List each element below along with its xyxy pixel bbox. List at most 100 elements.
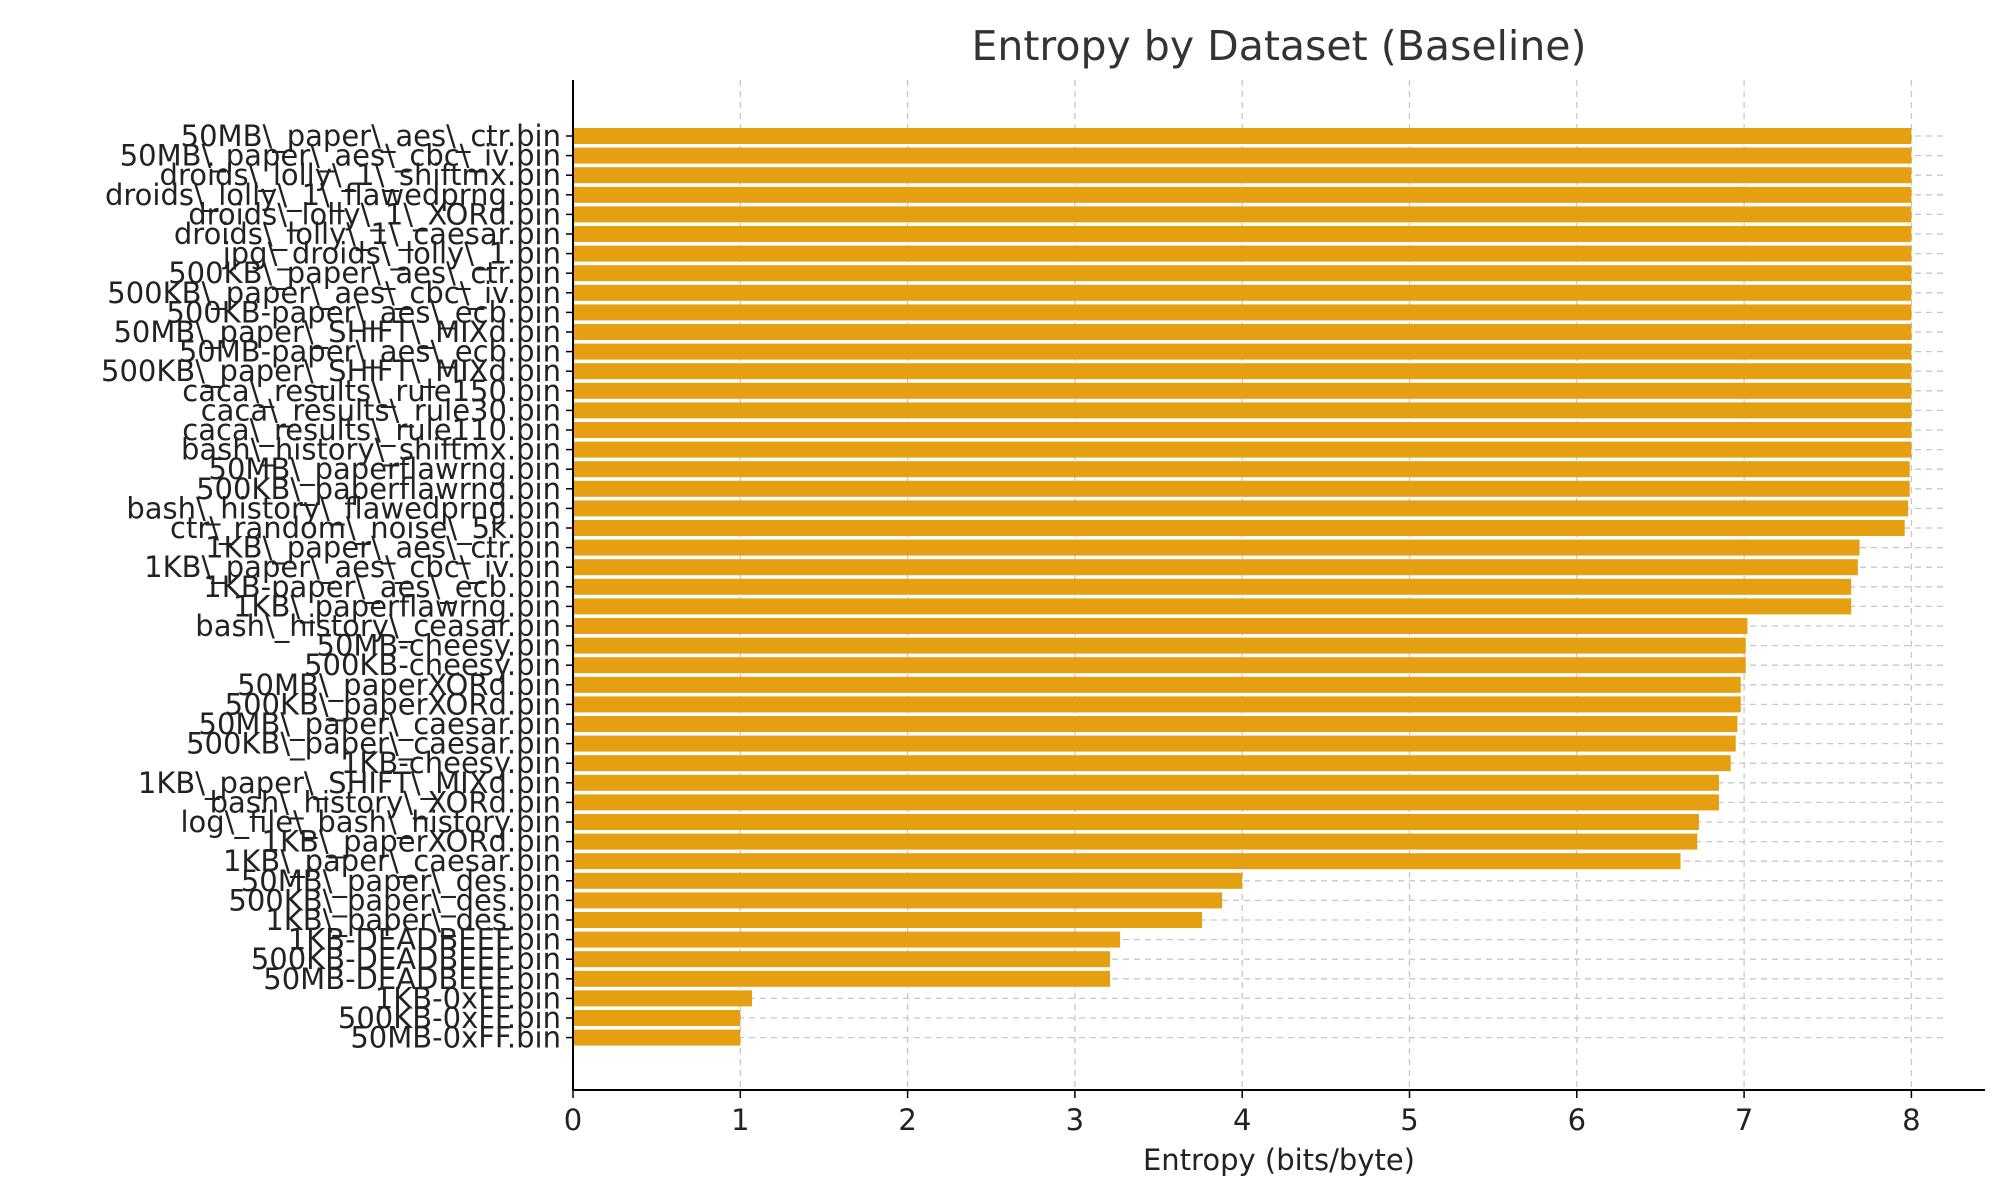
bar xyxy=(573,343,1912,360)
tick-layer: 0 1 2 3 4 5 6 7 8 xyxy=(564,135,1921,1137)
category-label: 50MB-0xFF.bin xyxy=(350,1021,561,1055)
category-label: ctr\_random\_noise\_5k.bin xyxy=(170,511,561,545)
x-tick-label: 2 xyxy=(898,1103,916,1137)
bar xyxy=(573,1029,741,1046)
bar xyxy=(573,167,1912,184)
category-label: caca\_results\_rule150.bin xyxy=(182,374,561,408)
bar xyxy=(573,970,1111,987)
bar xyxy=(573,559,1858,576)
category-label: 50MB-cheesy.bin xyxy=(317,629,562,663)
x-tick-label: 6 xyxy=(1568,1103,1586,1137)
bar xyxy=(573,363,1912,380)
category-label: 500KB\_paper\_des.bin xyxy=(228,883,561,917)
category-label: 50MB\_paper\_aes\_cbc\_iv.bin xyxy=(120,139,561,173)
category-label: 500KB-paper\_aes\_ecb.bin xyxy=(166,295,561,329)
bar xyxy=(573,226,1912,242)
bar xyxy=(573,422,1912,438)
bar xyxy=(573,245,1912,262)
category-label: droids\_lolly\_1\_caesar.bin xyxy=(174,217,561,251)
bar xyxy=(573,794,1720,811)
category-label: 500KB\_paperXORd.bin xyxy=(225,687,561,721)
category-label: 50MB\_paper\_caesar.bin xyxy=(199,707,561,741)
chart-title: Entropy by Dataset (Baseline) xyxy=(971,22,1586,70)
category-label: 500KB-DEADBEEF.bin xyxy=(251,942,561,976)
bar xyxy=(573,265,1912,282)
x-tick-label: 4 xyxy=(1233,1103,1251,1137)
category-label: 1KB-DEADBEEF.bin xyxy=(288,923,561,957)
bar xyxy=(573,735,1736,752)
bar xyxy=(573,774,1720,791)
category-label: 1KB\_paperflawrng.bin xyxy=(233,589,561,623)
category-label: log\_file\_bash\_history.bin xyxy=(180,805,561,839)
category-label: droids\_lolly\_1\_shiftmx.bin xyxy=(160,158,561,192)
bar xyxy=(573,872,1243,889)
category-label: 50MB-DEADBEEF.bin xyxy=(263,962,561,996)
category-label: 500KB-cheesy.bin xyxy=(304,648,561,682)
category-label: droids\_lolly\_1\_XORd.bin xyxy=(188,197,561,231)
bar xyxy=(573,912,1203,928)
category-label: 500KB-0xFF.bin xyxy=(338,1001,561,1035)
bar xyxy=(573,637,1746,654)
category-label: 1KB\_paper\_aes\_ctr.bin xyxy=(205,531,561,565)
bar xyxy=(573,951,1111,968)
x-tick-label: 5 xyxy=(1400,1103,1418,1137)
bar xyxy=(573,480,1910,497)
bar xyxy=(573,657,1746,674)
category-label: 1KB-cheesy.bin xyxy=(341,746,561,780)
category-label: 1KB-0xFF.bin xyxy=(375,981,561,1015)
category-label: 50MB\_paper\_aes\_ctr.bin xyxy=(181,119,561,153)
bar xyxy=(573,441,1912,458)
bar xyxy=(573,147,1912,164)
bar xyxy=(573,284,1912,301)
category-label: bash\_history\_ceasar.bin xyxy=(195,609,561,643)
bar xyxy=(573,382,1912,399)
category-label: droids\_lolly\_1\_flawedprng.bin xyxy=(105,178,561,212)
axis-layer xyxy=(572,80,1985,1091)
category-label: 50MB\_paper\_SHIFT\_MIXd.bin xyxy=(113,315,561,349)
bar xyxy=(573,598,1852,615)
bar xyxy=(573,676,1741,693)
x-tick-label: 7 xyxy=(1735,1103,1753,1137)
bar xyxy=(573,618,1748,634)
bar xyxy=(573,128,1912,144)
bar xyxy=(573,500,1909,517)
category-label: 1KB\_paper\_des.bin xyxy=(265,903,561,937)
bar xyxy=(573,696,1741,713)
category-label: caca\_results\_rule30.bin xyxy=(201,393,561,427)
x-axis-label: Entropy (bits/byte) xyxy=(1143,1143,1415,1177)
category-label: 1KB\_paper\_aes\_cbc\_iv.bin xyxy=(144,550,561,584)
category-label: caca\_results\_rule110.bin xyxy=(182,413,561,447)
bar xyxy=(573,755,1731,772)
category-label: 1KB\_paperXORd.bin xyxy=(262,825,561,859)
bar-layer xyxy=(573,128,1912,1046)
category-label: jpg\_droids\_lolly\_1.bin xyxy=(222,237,561,271)
bar xyxy=(573,324,1912,340)
bar xyxy=(573,931,1121,948)
category-label: 50MB\_paper\_des.bin xyxy=(241,864,561,898)
category-label: 50MB\_paperXORd.bin xyxy=(237,668,561,702)
bar xyxy=(573,186,1912,203)
x-tick-label: 1 xyxy=(731,1103,749,1137)
category-label: 1KB\_paper\_caesar.bin xyxy=(223,844,561,878)
bar xyxy=(573,206,1912,223)
bar xyxy=(573,833,1698,850)
category-label: 50MB-paper\_aes\_ecb.bin xyxy=(179,335,561,369)
x-tick-label: 8 xyxy=(1902,1103,1920,1137)
category-label: 500KB\_paperflawrng.bin xyxy=(196,472,561,506)
bar xyxy=(573,461,1910,478)
category-label: 500KB\_paper\_SHIFT\_MIXd.bin xyxy=(101,354,561,388)
category-label: 500KB\_paper\_caesar.bin xyxy=(186,727,561,761)
bar xyxy=(573,990,753,1007)
bar xyxy=(573,853,1681,870)
bar xyxy=(573,539,1860,556)
bar xyxy=(573,520,1905,536)
category-label: bash\_history\_shiftmx.bin xyxy=(181,433,561,467)
category-label: 50MB\_paperflawrng.bin xyxy=(209,452,561,486)
x-tick-label: 3 xyxy=(1066,1103,1084,1137)
category-label: 500KB\_paper\_aes\_ctr.bin xyxy=(168,256,561,290)
category-label: 1KB\_paper\_SHIFT\_MIXd.bin xyxy=(138,766,561,800)
category-label: 1KB-paper\_aes\_ecb.bin xyxy=(203,570,561,604)
bar xyxy=(573,304,1912,321)
